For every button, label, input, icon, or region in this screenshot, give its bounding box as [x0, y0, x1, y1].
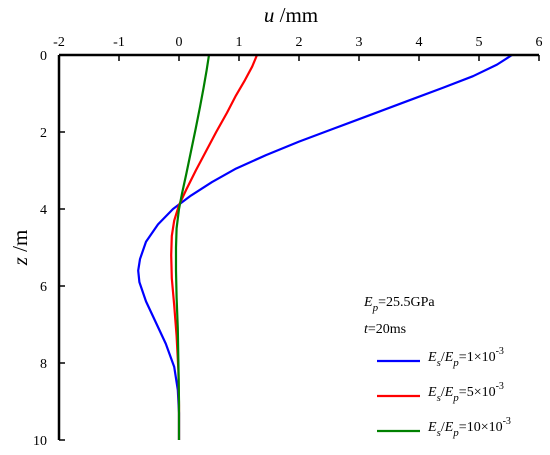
- x-tick-label: 5: [476, 35, 483, 50]
- plot-area: [137, 55, 514, 440]
- x-tick-label: 4: [416, 35, 423, 50]
- legend-label-2: Es/Ep=5×10-3: [427, 381, 504, 404]
- x-tick-label: 6: [536, 35, 543, 50]
- y-tick-label: 6: [40, 280, 47, 295]
- annotation-1: Ep=25.5GPa: [363, 295, 435, 314]
- annotations: Ep=25.5GPa t=20ms: [363, 295, 435, 337]
- y-tick-label: 2: [40, 126, 47, 141]
- y-axis-title: z /m: [8, 230, 32, 267]
- x-tick-label: -2: [53, 35, 65, 50]
- annotation-2: t=20ms: [364, 322, 406, 337]
- y-tick-label: 0: [40, 49, 47, 64]
- series-line-2: [170, 55, 259, 440]
- legend: Es/Ep=1×10-3 Es/Ep=5×10-3 Es/Ep=10×10-3: [377, 346, 511, 439]
- axis-titles: u /mm z /m: [8, 3, 318, 266]
- series-line-1: [137, 55, 514, 440]
- y-tick-label: 8: [40, 357, 47, 372]
- legend-label-1: Es/Ep=1×10-3: [427, 346, 504, 369]
- x-tick-label: 1: [236, 35, 243, 50]
- y-tick-label: 10: [33, 434, 47, 449]
- axes: -2 -1 0 1 2 3 4 5 6 0 2 4 6 8 10: [33, 35, 543, 449]
- series-line-3: [174, 55, 211, 440]
- x-tick-label: 3: [356, 35, 363, 50]
- x-tick-label: -1: [113, 35, 125, 50]
- y-tick-label: 4: [40, 203, 47, 218]
- x-axis-title: u /mm: [264, 3, 318, 27]
- legend-label-3: Es/Ep=10×10-3: [427, 416, 511, 439]
- x-tick-label: 2: [296, 35, 303, 50]
- x-tick-label: 0: [176, 35, 183, 50]
